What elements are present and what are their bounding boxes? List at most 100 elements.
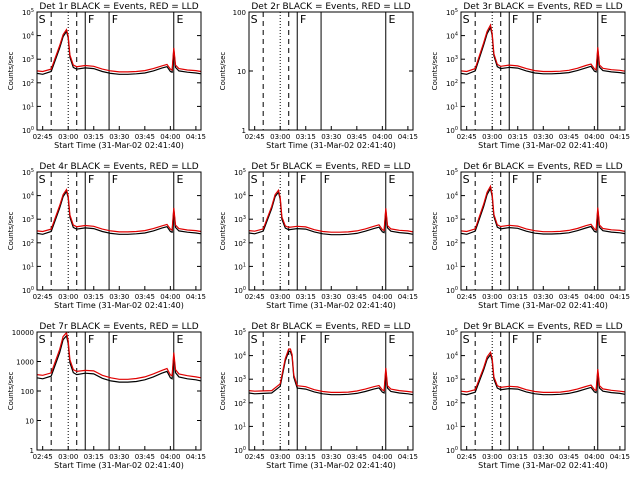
interval-label-s: S (251, 173, 258, 186)
y-tick-label: 10000 (12, 329, 34, 337)
chart-title: Det 4r BLACK = Events, RED = LLD (39, 162, 198, 172)
y-tick-label: 102 (234, 239, 246, 248)
interval-label-e: E (176, 173, 183, 186)
x-tick-label: 03:45 (347, 293, 367, 301)
y-tick-label: 105 (22, 8, 34, 17)
interval-label-s: S (463, 13, 470, 26)
y-tick-label: 102 (22, 79, 34, 88)
series-line-lld (36, 28, 202, 73)
y-tick-label: 105 (234, 328, 246, 337)
y-tick-label: 104 (446, 32, 458, 41)
interval-label-s: S (39, 333, 46, 346)
interval-label-e: E (388, 173, 395, 186)
x-axis-label: Start Time (31-Mar-02 02:41:40) (478, 461, 608, 470)
y-tick-label: 102 (22, 239, 34, 248)
x-tick-label: 03:30 (533, 293, 553, 301)
chart-title: Det 3r BLACK = Events, RED = LLD (463, 2, 622, 12)
x-tick-label: 03:45 (135, 133, 155, 141)
x-tick-label: 04:15 (186, 133, 206, 141)
y-tick-label: 103 (22, 55, 34, 64)
x-tick-label: 03:45 (559, 453, 579, 461)
y-tick-label: 101 (446, 262, 458, 271)
x-axis-label: Start Time (31-Mar-02 02:41:40) (478, 301, 608, 310)
interval-label-s: S (251, 13, 258, 26)
x-tick-label: 03:45 (135, 293, 155, 301)
y-tick-label: 103 (446, 375, 458, 384)
plot-frame (36, 331, 202, 451)
chart-title: Det 9r BLACK = Events, RED = LLD (463, 322, 622, 332)
y-tick-label: 100 (22, 286, 34, 295)
x-axis-label: Start Time (31-Mar-02 02:41:40) (266, 301, 396, 310)
x-tick-label: 02:45 (457, 293, 477, 301)
x-tick-label: 03:30 (533, 453, 553, 461)
y-tick-label: 1000 (16, 359, 34, 367)
y-tick-label: 101 (234, 262, 246, 271)
chart-title: Det 1r BLACK = Events, RED = LLD (39, 2, 198, 12)
plot-frame (36, 171, 202, 291)
series-line-lld (460, 350, 626, 393)
x-tick-label: 03:45 (135, 453, 155, 461)
y-axis-label: Counts/sec (7, 212, 15, 251)
y-tick-label: 103 (234, 375, 246, 384)
x-tick-label: 04:15 (610, 453, 630, 461)
x-tick-label: 04:00 (372, 133, 392, 141)
interval-label-f: F (300, 13, 306, 26)
y-tick-label: 104 (22, 192, 34, 201)
series-line-lld (248, 348, 414, 393)
y-tick-label: 102 (446, 239, 458, 248)
x-tick-label: 04:00 (372, 293, 392, 301)
x-axis-label: Start Time (31-Mar-02 02:41:40) (54, 301, 184, 310)
chart-title: Det 6r BLACK = Events, RED = LLD (463, 162, 622, 172)
y-tick-label: 103 (22, 215, 34, 224)
x-tick-label: 04:00 (584, 453, 604, 461)
x-tick-label: 03:15 (508, 293, 528, 301)
x-tick-label: 03:15 (508, 133, 528, 141)
interval-label-f: F (112, 13, 118, 26)
y-tick-label: 100 (22, 126, 34, 135)
interval-label-f: F (88, 173, 94, 186)
x-tick-label: 03:15 (84, 453, 104, 461)
y-axis-label: Counts/sec (7, 52, 15, 91)
x-tick-label: 02:45 (245, 453, 265, 461)
x-tick-label: 03:45 (559, 133, 579, 141)
x-tick-label: 04:15 (398, 293, 418, 301)
y-tick-label: 103 (446, 215, 458, 224)
y-tick-label: 103 (446, 55, 458, 64)
x-tick-label: 03:00 (58, 133, 78, 141)
x-tick-label: 03:15 (296, 453, 316, 461)
y-tick-label: 10 (25, 418, 34, 426)
x-tick-label: 03:00 (482, 453, 502, 461)
series-line-lld (460, 23, 626, 73)
y-axis-label: Counts/sec (431, 212, 439, 251)
x-tick-label: 03:45 (347, 453, 367, 461)
y-tick-label: 100 (446, 126, 458, 135)
chart-title: Det 8r BLACK = Events, RED = LLD (251, 322, 410, 332)
x-tick-label: 03:15 (84, 133, 104, 141)
y-axis-label: Counts/sec (219, 212, 227, 251)
interval-label-e: E (600, 13, 607, 26)
interval-label-f: F (512, 333, 518, 346)
x-tick-label: 02:45 (33, 293, 53, 301)
x-axis-label: Start Time (31-Mar-02 02:41:40) (266, 461, 396, 470)
series-line-lld (36, 331, 202, 380)
x-tick-label: 04:15 (610, 133, 630, 141)
x-tick-label: 04:00 (584, 293, 604, 301)
x-tick-label: 03:45 (347, 133, 367, 141)
plot-frame (248, 171, 414, 291)
x-tick-label: 03:45 (559, 293, 579, 301)
interval-label-f: F (536, 13, 542, 26)
y-tick-label: 100 (21, 388, 34, 396)
x-tick-label: 02:45 (245, 293, 265, 301)
y-tick-label: 105 (446, 168, 458, 177)
y-tick-label: 102 (234, 399, 246, 408)
x-tick-label: 03:00 (482, 133, 502, 141)
y-tick-label: 104 (446, 352, 458, 361)
y-tick-label: 101 (234, 422, 246, 431)
x-tick-label: 03:30 (109, 133, 129, 141)
chart-title: Det 2r BLACK = Events, RED = LLD (251, 2, 410, 12)
interval-label-e: E (600, 333, 607, 346)
